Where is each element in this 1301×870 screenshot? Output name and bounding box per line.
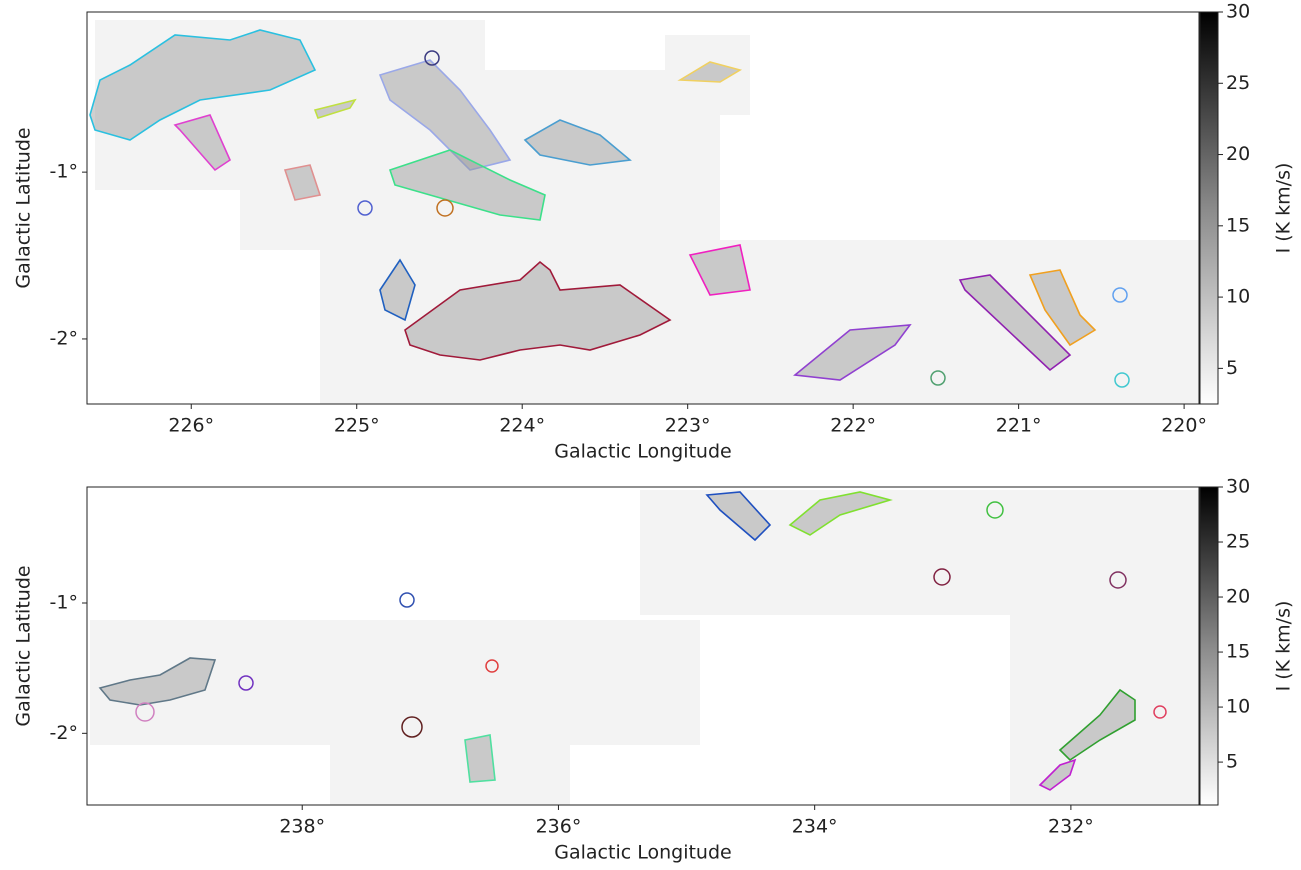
x-tick-label: 225° (334, 415, 380, 437)
x-tick-label: 222° (830, 415, 876, 437)
y-axis-label: Galactic Latitude (13, 565, 35, 726)
x-tick-label: 234° (792, 816, 838, 838)
x-tick-label: 220° (1161, 415, 1207, 437)
y-tick-label: -2° (50, 327, 78, 349)
y-tick-label: -2° (50, 722, 78, 744)
x-tick-label: 224° (499, 415, 545, 437)
colorbar-tick-label: 5 (1226, 751, 1238, 773)
colorbar-label: I (K km/s) (1273, 601, 1295, 692)
x-tick-label: 226° (168, 415, 214, 437)
map-background (90, 20, 1200, 805)
y-axis-label: Galactic Latitude (13, 127, 35, 288)
plot-frame (86, 11, 1200, 405)
x-tick-label: 232° (1048, 816, 1094, 838)
colorbar (1199, 11, 1219, 405)
colorbar-tick-label: 10 (1226, 286, 1250, 308)
x-tick-label: 221° (996, 415, 1042, 437)
y-tick-label: -1° (50, 161, 78, 183)
colorbar-label: I (K km/s) (1273, 163, 1295, 254)
colorbar-tick-label: 30 (1226, 1, 1250, 23)
colorbar-tick-label: 15 (1226, 214, 1250, 236)
colorbar (1199, 486, 1219, 806)
x-tick-label: 238° (279, 816, 325, 838)
colorbar-tick-label: 20 (1226, 586, 1250, 608)
x-tick-label: 223° (665, 415, 711, 437)
colorbar-tick-label: 5 (1226, 357, 1238, 379)
colorbar-tick-label: 30 (1226, 476, 1250, 498)
plot-frame (86, 486, 1200, 806)
colorbar-tick-label: 10 (1226, 696, 1250, 718)
colorbar-tick-label: 25 (1226, 531, 1250, 553)
x-axis-label: Galactic Longitude (554, 842, 731, 864)
colorbar-tick-label: 25 (1226, 72, 1250, 94)
y-tick-label: -1° (50, 591, 78, 613)
cloud-contours (89, 29, 1167, 791)
x-tick-label: 236° (536, 816, 582, 838)
colorbar-tick-label: 20 (1226, 143, 1250, 165)
colorbar-tick-label: 15 (1226, 641, 1250, 663)
x-axis-label: Galactic Longitude (554, 441, 731, 463)
